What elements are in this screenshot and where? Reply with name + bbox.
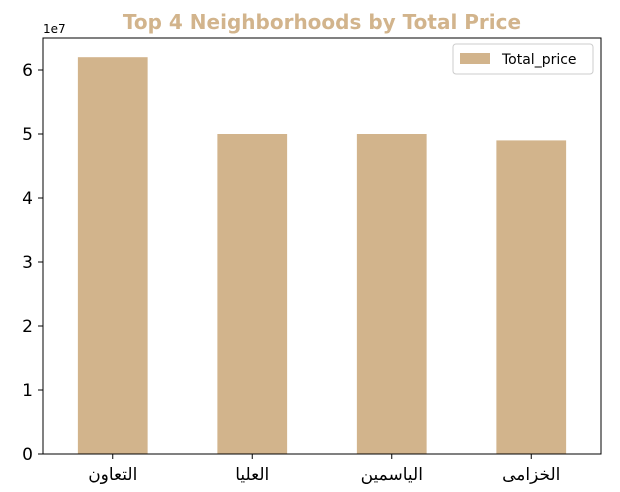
y-tick-label: 3 xyxy=(22,253,33,273)
legend: Total_price xyxy=(452,43,594,75)
bar-2 xyxy=(217,134,288,454)
x-tick-label: الخزامى xyxy=(502,465,560,485)
legend-swatch xyxy=(460,53,490,64)
x-axis: التعاون العليا الياسمين الخزامى xyxy=(88,454,560,485)
legend-box xyxy=(452,43,594,75)
y-axis-scale-label: 1e7 xyxy=(43,22,66,36)
y-tick-label: 6 xyxy=(22,61,33,81)
y-axis: 0 1 2 3 4 5 6 xyxy=(22,61,43,465)
bar-3 xyxy=(356,134,427,454)
y-tick-label: 2 xyxy=(22,317,33,337)
y-tick-label: 5 xyxy=(22,125,33,145)
x-tick-label: العليا xyxy=(235,465,269,485)
y-tick-label: 0 xyxy=(22,445,33,465)
legend-label: Total_price xyxy=(501,52,577,68)
y-tick-label: 1 xyxy=(22,381,33,401)
plot-frame xyxy=(42,37,602,455)
chart-title: Top 4 Neighborhoods by Total Price xyxy=(123,10,521,34)
x-tick-label: التعاون xyxy=(88,465,137,485)
bar-4 xyxy=(496,140,567,454)
bar-1 xyxy=(77,57,148,454)
bars-group xyxy=(77,57,567,454)
y-tick-label: 4 xyxy=(22,189,33,209)
x-tick-label: الياسمين xyxy=(361,465,423,485)
